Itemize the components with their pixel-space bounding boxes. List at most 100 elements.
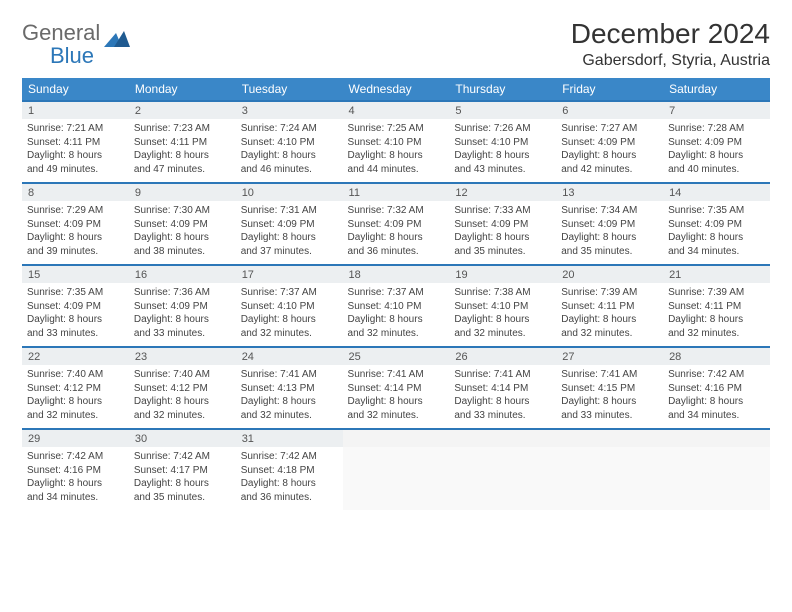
day-cell: Sunrise: 7:35 AMSunset: 4:09 PMDaylight:…: [22, 283, 129, 347]
day-number-cell: 7: [663, 101, 770, 119]
dow-header: Tuesday: [236, 78, 343, 101]
daylight-line-2: and 37 minutes.: [241, 245, 338, 259]
daylight-line-1: Daylight: 8 hours: [134, 477, 231, 491]
day-cell: Sunrise: 7:41 AMSunset: 4:13 PMDaylight:…: [236, 365, 343, 429]
day-number-cell: [663, 429, 770, 447]
day-cell: Sunrise: 7:27 AMSunset: 4:09 PMDaylight:…: [556, 119, 663, 183]
daylight-line-2: and 44 minutes.: [348, 163, 445, 177]
daylight-line-1: Daylight: 8 hours: [27, 231, 124, 245]
day-number-cell: 15: [22, 265, 129, 283]
daylight-line-1: Daylight: 8 hours: [27, 395, 124, 409]
sunrise-line: Sunrise: 7:38 AM: [454, 286, 551, 300]
day-number-row: 891011121314: [22, 183, 770, 201]
sunrise-line: Sunrise: 7:23 AM: [134, 122, 231, 136]
day-number-cell: 24: [236, 347, 343, 365]
day-number-cell: 5: [449, 101, 556, 119]
sunset-line: Sunset: 4:11 PM: [668, 300, 765, 314]
daylight-line-2: and 32 minutes.: [668, 327, 765, 341]
day-cell: [343, 447, 450, 510]
sunrise-line: Sunrise: 7:40 AM: [134, 368, 231, 382]
daylight-line-2: and 33 minutes.: [27, 327, 124, 341]
day-number-row: 1234567: [22, 101, 770, 119]
week-row: Sunrise: 7:42 AMSunset: 4:16 PMDaylight:…: [22, 447, 770, 510]
daylight-line-1: Daylight: 8 hours: [241, 395, 338, 409]
daylight-line-1: Daylight: 8 hours: [27, 313, 124, 327]
logo-text-general: General: [22, 20, 100, 45]
daylight-line-2: and 49 minutes.: [27, 163, 124, 177]
day-number-row: 22232425262728: [22, 347, 770, 365]
day-cell: Sunrise: 7:33 AMSunset: 4:09 PMDaylight:…: [449, 201, 556, 265]
sunrise-line: Sunrise: 7:21 AM: [27, 122, 124, 136]
daylight-line-2: and 32 minutes.: [348, 409, 445, 423]
daylight-line-2: and 40 minutes.: [668, 163, 765, 177]
daylight-line-2: and 47 minutes.: [134, 163, 231, 177]
day-cell: Sunrise: 7:31 AMSunset: 4:09 PMDaylight:…: [236, 201, 343, 265]
day-cell: Sunrise: 7:24 AMSunset: 4:10 PMDaylight:…: [236, 119, 343, 183]
sunrise-line: Sunrise: 7:36 AM: [134, 286, 231, 300]
sunrise-line: Sunrise: 7:34 AM: [561, 204, 658, 218]
sunrise-line: Sunrise: 7:35 AM: [668, 204, 765, 218]
daylight-line-1: Daylight: 8 hours: [561, 231, 658, 245]
daylight-line-1: Daylight: 8 hours: [27, 477, 124, 491]
daylight-line-2: and 33 minutes.: [561, 409, 658, 423]
daylight-line-1: Daylight: 8 hours: [348, 313, 445, 327]
daylight-line-1: Daylight: 8 hours: [27, 149, 124, 163]
sunrise-line: Sunrise: 7:24 AM: [241, 122, 338, 136]
day-of-week-row: Sunday Monday Tuesday Wednesday Thursday…: [22, 78, 770, 101]
dow-header: Sunday: [22, 78, 129, 101]
day-number-cell: 16: [129, 265, 236, 283]
daylight-line-2: and 32 minutes.: [454, 327, 551, 341]
sunset-line: Sunset: 4:10 PM: [241, 136, 338, 150]
day-cell: Sunrise: 7:28 AMSunset: 4:09 PMDaylight:…: [663, 119, 770, 183]
daylight-line-2: and 32 minutes.: [27, 409, 124, 423]
day-number-cell: 9: [129, 183, 236, 201]
sunset-line: Sunset: 4:10 PM: [454, 300, 551, 314]
day-cell: Sunrise: 7:39 AMSunset: 4:11 PMDaylight:…: [663, 283, 770, 347]
sunset-line: Sunset: 4:11 PM: [561, 300, 658, 314]
sunrise-line: Sunrise: 7:41 AM: [561, 368, 658, 382]
sunset-line: Sunset: 4:09 PM: [27, 300, 124, 314]
day-number-cell: 11: [343, 183, 450, 201]
day-number-cell: 22: [22, 347, 129, 365]
sunset-line: Sunset: 4:10 PM: [348, 300, 445, 314]
day-cell: [449, 447, 556, 510]
day-cell: Sunrise: 7:41 AMSunset: 4:14 PMDaylight:…: [449, 365, 556, 429]
sunrise-line: Sunrise: 7:33 AM: [454, 204, 551, 218]
daylight-line-1: Daylight: 8 hours: [454, 149, 551, 163]
day-number-row: 293031: [22, 429, 770, 447]
sunset-line: Sunset: 4:13 PM: [241, 382, 338, 396]
daylight-line-1: Daylight: 8 hours: [348, 395, 445, 409]
daylight-line-2: and 39 minutes.: [27, 245, 124, 259]
day-number-cell: 31: [236, 429, 343, 447]
day-number-cell: 8: [22, 183, 129, 201]
sunrise-line: Sunrise: 7:42 AM: [27, 450, 124, 464]
day-number-cell: 23: [129, 347, 236, 365]
dow-header: Saturday: [663, 78, 770, 101]
sunset-line: Sunset: 4:09 PM: [454, 218, 551, 232]
daylight-line-1: Daylight: 8 hours: [454, 231, 551, 245]
sunset-line: Sunset: 4:11 PM: [27, 136, 124, 150]
daylight-line-1: Daylight: 8 hours: [134, 149, 231, 163]
day-cell: Sunrise: 7:41 AMSunset: 4:14 PMDaylight:…: [343, 365, 450, 429]
daylight-line-1: Daylight: 8 hours: [348, 231, 445, 245]
daylight-line-2: and 42 minutes.: [561, 163, 658, 177]
header: General Blue December 2024 Gabersdorf, S…: [22, 18, 770, 70]
sunrise-line: Sunrise: 7:41 AM: [241, 368, 338, 382]
day-number-cell: 13: [556, 183, 663, 201]
daylight-line-1: Daylight: 8 hours: [454, 395, 551, 409]
month-title: December 2024: [571, 18, 770, 50]
dow-header: Wednesday: [343, 78, 450, 101]
day-number-cell: 29: [22, 429, 129, 447]
day-number-cell: 3: [236, 101, 343, 119]
day-number-cell: 28: [663, 347, 770, 365]
sunrise-line: Sunrise: 7:29 AM: [27, 204, 124, 218]
day-number-cell: 19: [449, 265, 556, 283]
sunset-line: Sunset: 4:09 PM: [668, 218, 765, 232]
sunset-line: Sunset: 4:09 PM: [134, 218, 231, 232]
week-row: Sunrise: 7:40 AMSunset: 4:12 PMDaylight:…: [22, 365, 770, 429]
sunrise-line: Sunrise: 7:30 AM: [134, 204, 231, 218]
sunrise-line: Sunrise: 7:32 AM: [348, 204, 445, 218]
day-cell: Sunrise: 7:25 AMSunset: 4:10 PMDaylight:…: [343, 119, 450, 183]
day-number-cell: 4: [343, 101, 450, 119]
day-cell: Sunrise: 7:29 AMSunset: 4:09 PMDaylight:…: [22, 201, 129, 265]
